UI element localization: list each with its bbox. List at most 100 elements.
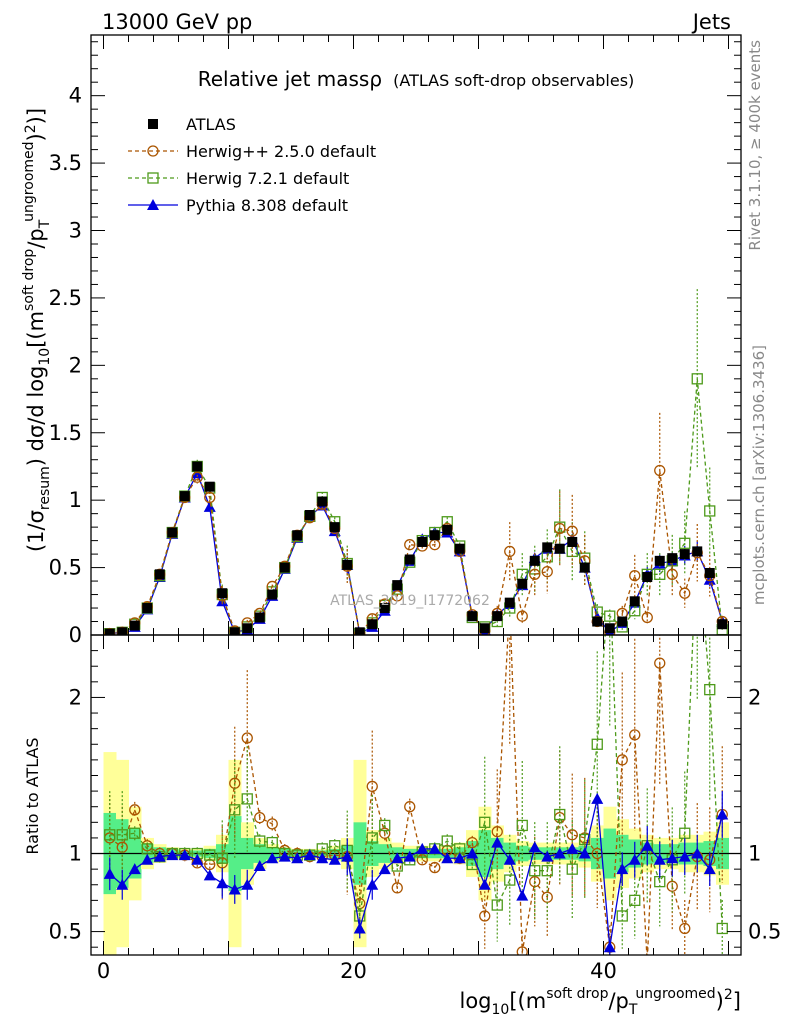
ratio-point [253,860,266,872]
ratio-point [403,850,416,862]
ratio-point [328,853,341,865]
y-tick-label: 2 [69,353,82,377]
legend-marker [147,145,159,157]
ratio-point [504,874,516,886]
mcplots-label: mcplots.cern.ch [arXiv:1306.3436] [750,345,768,605]
data-point [203,500,216,512]
ratio-point [605,568,615,578]
y-tick-label: 2.5 [49,286,82,310]
ratio-point [553,847,566,859]
ratio-point [428,842,441,854]
data-point [204,481,215,492]
data-point [704,567,715,578]
ratio-point [629,729,641,741]
ratio-point [266,836,278,849]
ratio-point [628,853,641,865]
ratio-point [116,829,128,841]
ratio-tick-label-left: 0.5 [49,920,82,944]
ratio-point [404,801,416,813]
data-point [654,555,665,566]
ratio-point [703,863,716,875]
legend-marker [147,199,159,210]
ratio-point [341,850,354,862]
data-point [304,510,315,520]
data-point [529,555,540,566]
data-point [517,578,528,589]
ratio-point [278,850,291,862]
ratio-point [153,850,166,862]
analysis-watermark: ATLAS_2019_I1772062 [330,593,490,609]
data-point [617,616,628,627]
legend-markers [128,119,178,210]
legend-marker [147,172,159,184]
ratio-point [416,842,429,854]
ratio-point [116,878,129,890]
data-point [217,588,228,599]
ratio-pythia-8-308-default [103,791,729,955]
ratio-point [366,780,378,793]
data-point [192,461,203,472]
ratio-point [704,683,716,696]
data-point [479,623,490,634]
data-point [279,562,290,573]
data-point [529,568,541,580]
data-point [542,542,553,553]
ratio-point [578,847,591,859]
data-point [592,616,603,627]
ratio-point [603,941,616,953]
data-point [717,619,728,630]
data-point [179,491,190,502]
ratio-point [129,804,141,816]
ratio-point [642,958,652,968]
y-tick-label: 3 [69,219,82,243]
data-point [317,496,328,507]
series-pythia-8-308-default [105,467,729,635]
ratio-point [654,657,666,669]
ratio-tick-label-left: 2 [69,685,82,709]
data-point [129,620,140,631]
ratio-point [191,853,204,865]
ratio-point [303,849,316,861]
ratio-tick-label-left: 1 [69,842,82,866]
chart-title: Relative jet massρ (ATLAS soft-drop obse… [198,67,635,91]
data-point [679,587,691,599]
data-point [117,627,128,635]
ratio-point [391,852,404,864]
ratio-point [129,827,141,839]
ratio-point [516,946,528,955]
ratio-plot-data [103,568,729,968]
data-point [391,590,403,602]
chart-subtitle: (ATLAS soft-drop observables) [393,71,634,90]
data-point [679,549,690,560]
data-point [104,628,115,635]
data-point [429,530,440,541]
data-point [492,611,503,622]
ratio-tick-label-right: 2 [748,685,761,709]
y-axis-label-ratio: Ratio to ATLAS [23,737,42,854]
ratio-point [528,841,541,853]
ratio-point [566,842,579,854]
ratio-herwig-2-5-0-default [104,635,728,968]
data-point [167,527,178,538]
data-point [604,623,615,634]
data-point [654,464,666,477]
ratio-point [541,865,553,877]
data-point [667,553,678,564]
ratio-point [141,853,154,865]
ratio-point [554,808,566,821]
ratio-point [516,889,529,901]
ratio-point [453,852,466,864]
ratio-point [254,811,266,824]
data-point [641,611,653,624]
data-point [142,603,153,614]
ratio-point [353,922,366,934]
data-point [654,568,666,580]
ratio-point [679,827,691,839]
ratio-point [241,732,253,744]
ratio-point [228,883,241,895]
x-tick-labels: 0 20 40 [97,959,617,983]
data-point [704,505,716,517]
data-point [541,565,553,578]
ratio-point [629,894,641,907]
